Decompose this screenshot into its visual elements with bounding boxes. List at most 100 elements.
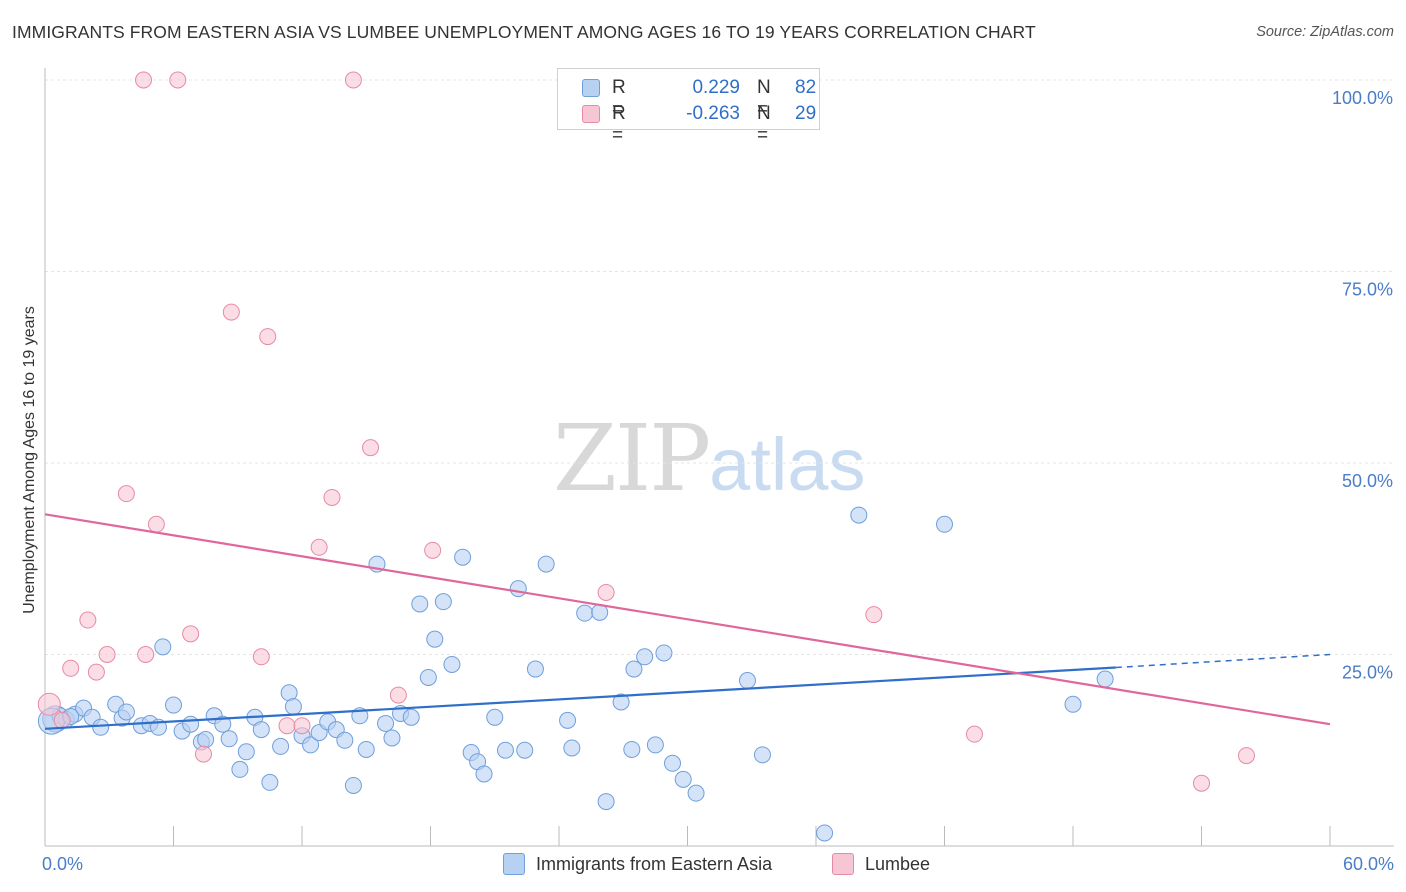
data-point-lumbee <box>965 725 983 743</box>
data-point-eastern-asia <box>154 638 172 656</box>
data-point-eastern-asia <box>402 708 420 726</box>
trend-line-eastern-asia <box>44 666 1116 730</box>
x-tick-label: 60.0% <box>1343 854 1394 874</box>
data-point-eastern-asia <box>509 580 527 598</box>
data-point-lumbee <box>98 646 116 663</box>
trend-line-eastern-asia-extension <box>1115 653 1331 669</box>
data-point-lumbee <box>597 583 615 601</box>
data-point-eastern-asia <box>576 604 594 622</box>
data-point-eastern-asia <box>753 746 771 764</box>
data-point-eastern-asia <box>559 711 577 729</box>
data-point-lumbee <box>147 515 165 533</box>
data-point-lumbee <box>222 303 240 321</box>
data-point-eastern-asia <box>443 655 461 673</box>
legend-label-eastern-asia: Immigrants from Eastern Asia <box>536 854 773 874</box>
trend-lines <box>44 513 1331 730</box>
source-credit: Source: ZipAtlas.com <box>1256 24 1394 40</box>
legend-label-lumbee: Lumbee <box>865 854 931 874</box>
axes <box>44 68 1394 847</box>
legend-n-label: N = <box>757 103 771 146</box>
data-point-lumbee <box>310 538 328 556</box>
data-point-eastern-asia <box>625 660 643 678</box>
tick-labels: 100.0% 75.0% 50.0% 25.0% 0.0% 60.0% <box>42 88 1394 874</box>
legend-swatch-blue <box>503 853 525 875</box>
series-lumbee-points <box>37 71 1255 792</box>
chart-title: IMMIGRANTS FROM EASTERN ASIA VS LUMBEE U… <box>12 22 1036 42</box>
data-point-eastern-asia <box>454 548 472 566</box>
data-point-eastern-asia <box>302 736 320 754</box>
data-point-eastern-asia <box>231 760 249 778</box>
legend-swatch-pink <box>832 853 854 875</box>
data-point-eastern-asia <box>344 776 362 794</box>
data-point-eastern-asia <box>284 698 302 716</box>
data-point-eastern-asia <box>272 737 290 755</box>
data-point-eastern-asia <box>612 693 630 711</box>
data-point-eastern-asia <box>850 506 868 524</box>
legend-n-value: 82 <box>795 77 817 98</box>
legend-n-label: N = <box>757 77 771 120</box>
grid-lines <box>45 79 1394 655</box>
data-point-lumbee <box>865 606 883 624</box>
data-point-lumbee <box>135 71 153 89</box>
data-point-eastern-asia <box>411 595 429 613</box>
data-point-lumbee <box>293 717 311 735</box>
data-point-eastern-asia <box>1064 695 1082 713</box>
series-eastern-asia-points <box>37 506 1114 842</box>
data-point-eastern-asia <box>623 740 641 758</box>
data-point-eastern-asia <box>936 515 953 533</box>
watermark-atlas: atlas <box>709 423 866 506</box>
y-tick-label: 75.0% <box>1342 280 1393 300</box>
data-point-lumbee <box>424 541 442 559</box>
data-point-eastern-asia <box>486 708 504 726</box>
data-point-eastern-asia <box>687 784 705 802</box>
data-point-eastern-asia <box>261 773 279 791</box>
watermark: ZIPatlas <box>553 405 865 512</box>
data-point-eastern-asia <box>220 730 238 748</box>
data-point-eastern-asia <box>117 703 135 721</box>
data-point-eastern-asia <box>377 714 395 732</box>
data-point-eastern-asia <box>252 721 270 739</box>
legend-r-label: R = <box>612 103 626 146</box>
data-point-lumbee <box>182 625 200 643</box>
data-point-eastern-asia <box>636 648 654 666</box>
data-point-lumbee <box>169 71 187 89</box>
data-point-eastern-asia <box>1096 670 1114 688</box>
data-point-lumbee <box>323 488 341 506</box>
y-axis-label: Unemployment Among Ages 16 to 19 years <box>21 306 38 614</box>
data-point-lumbee <box>252 648 270 666</box>
data-point-lumbee <box>344 71 362 89</box>
data-point-eastern-asia <box>738 672 756 690</box>
data-point-lumbee <box>389 686 407 704</box>
data-point-lumbee <box>194 745 212 763</box>
data-point-eastern-asia <box>816 824 834 842</box>
data-point-eastern-asia <box>336 731 354 749</box>
data-point-eastern-asia <box>182 715 200 733</box>
data-point-lumbee <box>37 692 61 716</box>
data-point-eastern-asia <box>646 736 664 754</box>
data-point-lumbee <box>1193 774 1210 792</box>
y-tick-label: 100.0% <box>1332 88 1393 108</box>
data-point-eastern-asia <box>92 718 110 736</box>
y-tick-label: 25.0% <box>1342 663 1393 683</box>
trend-line-lumbee <box>44 513 1331 726</box>
data-point-eastern-asia <box>516 741 534 759</box>
data-point-eastern-asia <box>563 739 581 757</box>
data-point-lumbee <box>87 663 105 681</box>
x-tick-label: 0.0% <box>42 854 83 874</box>
data-point-lumbee <box>278 717 296 735</box>
data-point-eastern-asia <box>537 555 555 573</box>
data-point-eastern-asia <box>357 740 375 758</box>
legend-r-value: 0.229 <box>692 77 740 98</box>
correlation-legend: R = 0.229 N = 82 R = -0.263 N = 29 <box>557 68 820 146</box>
legend-r-label: R = <box>612 77 626 120</box>
data-point-lumbee <box>137 646 155 663</box>
data-point-lumbee <box>79 611 97 629</box>
data-point-lumbee <box>259 328 277 346</box>
data-point-lumbee <box>62 659 80 677</box>
data-point-lumbee <box>117 485 135 503</box>
data-point-eastern-asia <box>526 660 544 678</box>
data-point-eastern-asia <box>214 715 232 733</box>
legend-n-value: 29 <box>795 103 817 124</box>
data-point-lumbee <box>53 711 71 729</box>
